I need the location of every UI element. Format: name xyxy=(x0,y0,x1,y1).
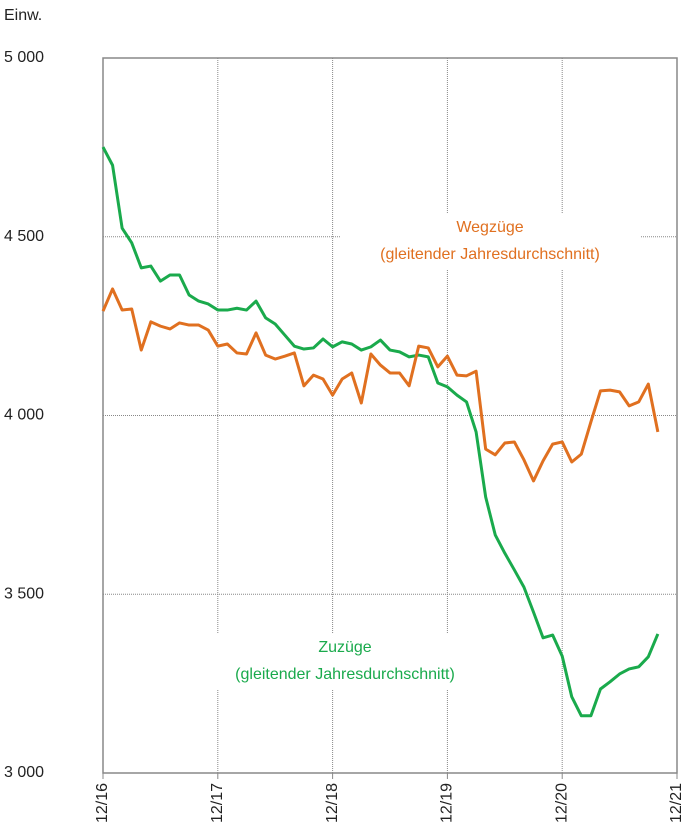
x-tick-label: 12/18 xyxy=(324,783,341,823)
y-tick-label: 4 500 xyxy=(4,228,44,245)
x-tick-label: 12/20 xyxy=(553,783,570,823)
x-tick-label: 12/21 xyxy=(668,783,685,823)
x-tick-label: 12/17 xyxy=(209,783,226,823)
series-line xyxy=(101,287,660,483)
series-line xyxy=(101,146,660,718)
annotation: (gleitender Jahresdurchschnitt) xyxy=(380,246,600,263)
annotation: Wegzüge xyxy=(456,219,523,236)
y-tick-label: 3 500 xyxy=(4,585,44,602)
y-tick-label: 3 000 xyxy=(4,764,44,781)
plot-frame xyxy=(102,57,678,774)
y-tick-label: 4 000 xyxy=(4,407,44,424)
y-tick-label: 5 000 xyxy=(4,49,44,66)
annotation-box xyxy=(340,214,640,270)
x-tick-label: 12/19 xyxy=(439,783,456,823)
x-tick-label: 12/16 xyxy=(94,783,111,823)
annotation: Zuzüge xyxy=(318,639,371,656)
y-unit-label: Einw. xyxy=(4,7,42,24)
annotation: (gleitender Jahresdurchschnitt) xyxy=(235,666,455,683)
annotation-box xyxy=(195,634,495,690)
